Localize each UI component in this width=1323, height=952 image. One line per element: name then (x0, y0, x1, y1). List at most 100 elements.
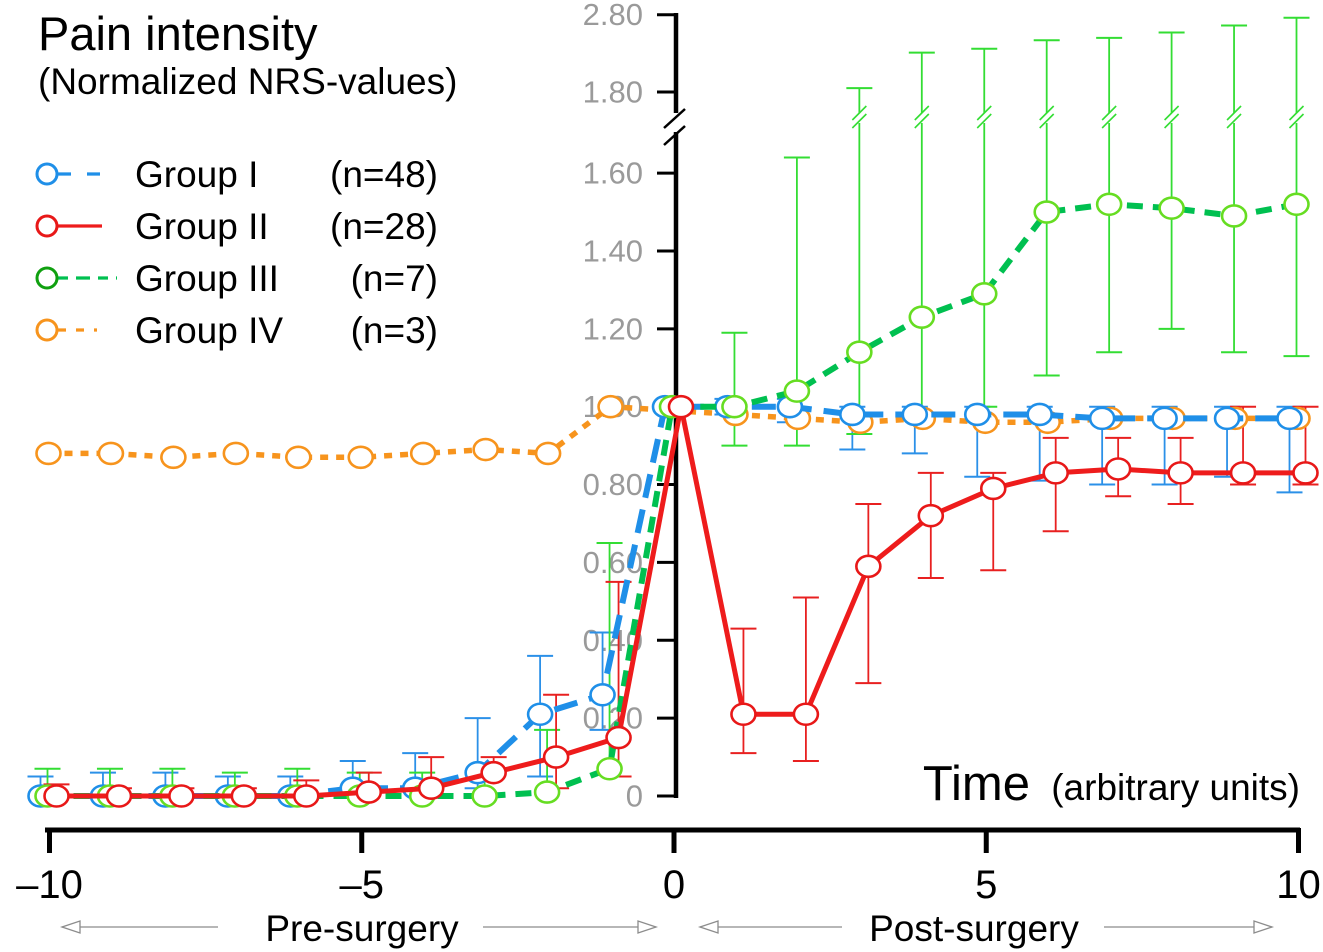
data-point (839, 402, 866, 427)
data-point (792, 702, 820, 727)
data-point (409, 441, 437, 466)
legend-label: Group III (135, 258, 279, 299)
data-point (589, 682, 616, 707)
data-point (963, 402, 991, 427)
error-bar-break-gap (1168, 113, 1175, 123)
data-point (1104, 457, 1132, 481)
data-point (721, 394, 748, 419)
data-point (901, 402, 929, 427)
phase-annotations: Pre-surgery Post-surgery (59, 908, 1275, 949)
legend-sample-size: (n=3) (351, 310, 438, 351)
data-point (35, 441, 62, 466)
x-tick-label: –10 (16, 863, 83, 907)
legend-label: Group II (135, 206, 269, 247)
error-bars-group-i (27, 397, 1303, 796)
legend-label: Group IV (135, 310, 283, 351)
y-tick-label: 2.80 (583, 0, 643, 32)
error-bar-break-mark (1226, 105, 1242, 121)
data-point (105, 784, 133, 808)
data-point (1042, 461, 1069, 485)
data-point (542, 745, 570, 769)
phase-arrow (697, 920, 842, 934)
error-bar-break-mark (1164, 113, 1180, 129)
legend-marker-icon (35, 318, 59, 342)
series-group-i (27, 394, 1303, 808)
data-point (417, 776, 445, 801)
y-tick-label: 1.40 (583, 233, 643, 268)
data-point (1158, 196, 1185, 220)
legend-marker-icon (35, 162, 59, 186)
y-tick-label: 1.60 (583, 156, 643, 191)
chart-title: Pain intensity (38, 7, 318, 60)
data-point (292, 784, 320, 808)
legend-item-group-i: Group I (n=48) (35, 154, 438, 195)
data-point (480, 760, 507, 785)
data-point (605, 725, 632, 750)
error-bar-break-mark (1288, 113, 1305, 129)
arrow-head-icon (697, 920, 719, 934)
error-bar-break-gap (1106, 113, 1113, 123)
data-point (472, 437, 499, 462)
y-axis-break-mark (663, 108, 686, 129)
error-bar-break-gap (918, 113, 925, 123)
data-point (230, 784, 258, 808)
arrow-head-icon (59, 920, 81, 934)
data-point (855, 554, 882, 579)
data-point (846, 340, 873, 364)
error-bar-break-mark (1101, 113, 1117, 129)
data-point (347, 445, 375, 470)
error-bar-break-mark (914, 105, 930, 121)
error-bar-break-gap (981, 113, 988, 123)
arrow-head-icon (637, 920, 659, 934)
phase-arrow (1104, 920, 1275, 934)
error-bar-break-mark (914, 113, 930, 129)
legend-label: Group I (135, 154, 258, 195)
arrow-head-icon (1253, 920, 1275, 934)
data-point (783, 379, 811, 403)
chart-subtitle: (Normalized NRS-values) (38, 61, 457, 102)
data-point (97, 441, 125, 466)
y-tick-label: 0 (626, 779, 643, 814)
data-point (43, 784, 70, 808)
y-tick-label: 1.80 (583, 75, 643, 110)
data-point (534, 441, 562, 466)
y-tick-label: 0.80 (583, 467, 643, 502)
series-layer (27, 192, 1319, 808)
legend-sample-size: (n=48) (330, 154, 438, 195)
pre-surgery-label: Pre-surgery (265, 908, 459, 949)
data-point (730, 702, 757, 727)
data-point (1276, 406, 1303, 431)
data-point (1033, 200, 1060, 224)
data-point (160, 445, 187, 470)
legend-item-group-iii: Group III (n=7) (35, 258, 438, 299)
post-surgery-label: Post-surgery (869, 908, 1079, 949)
legend-item-group-iv: Group IV (n=3) (35, 310, 438, 351)
data-point (1167, 461, 1194, 485)
data-point (1026, 402, 1053, 427)
error-bar-break-mark (1101, 105, 1117, 121)
data-point (526, 702, 554, 727)
legend: Group I (n=48) Group II (n=28) Group III (n=7… (35, 154, 438, 351)
error-bar-break-mark (851, 105, 867, 121)
data-point (1095, 192, 1123, 217)
error-bar-break-mark (1288, 105, 1305, 121)
data-point (284, 445, 312, 470)
y-axis-break-mark (663, 125, 686, 146)
data-point (667, 394, 695, 419)
data-point (597, 394, 624, 419)
axes: 00.200.400.600.801.001.201.401.601.802.8… (16, 0, 1321, 907)
x-axis-label-note: (arbitrary units) (1051, 767, 1300, 808)
error-bar-break-gap (1231, 113, 1238, 123)
data-point (1229, 461, 1257, 485)
legend-sample-size: (n=7) (351, 258, 438, 299)
error-bar-break-mark (1039, 113, 1055, 129)
data-point (1292, 461, 1319, 485)
data-point (1213, 406, 1241, 431)
data-point (1088, 406, 1116, 431)
error-bar-break-mark (1226, 113, 1242, 129)
legend-marker-icon (35, 266, 59, 290)
error-bar-break-gap (856, 113, 863, 123)
data-point (222, 441, 250, 466)
